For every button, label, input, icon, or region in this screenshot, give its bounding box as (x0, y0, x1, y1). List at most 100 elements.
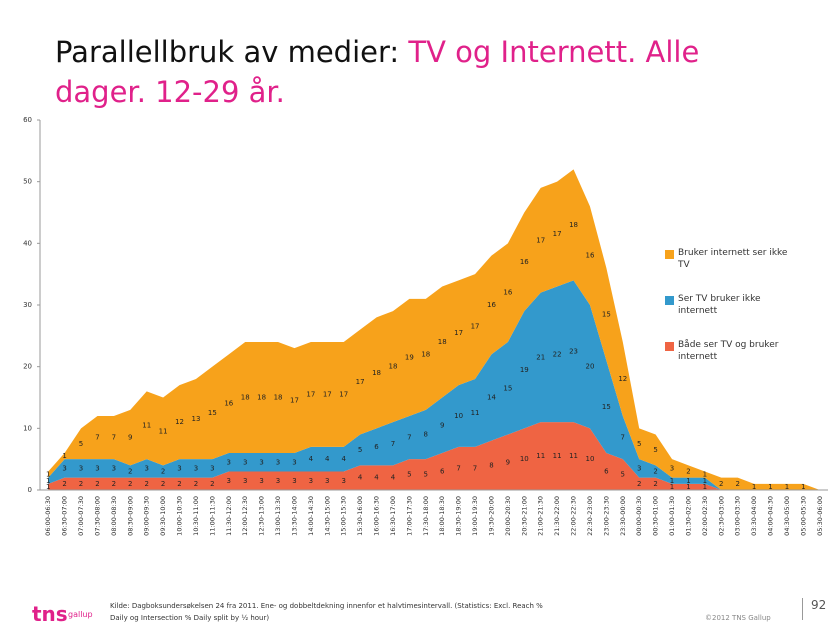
x-tick-label: 13:30-14:00 (290, 496, 298, 536)
data-label: 16 (487, 301, 496, 309)
data-label: 18 (241, 394, 250, 402)
data-label: 1 (785, 483, 789, 491)
x-tick-label: 08:00-08:30 (110, 496, 118, 536)
data-label: 4 (309, 455, 314, 463)
logo: tns (32, 602, 68, 626)
data-label: 1 (686, 477, 690, 485)
data-label: 3 (243, 477, 247, 485)
data-label: 7 (473, 464, 477, 472)
data-label: 3 (325, 477, 329, 485)
x-tick-label: 14:00-14:30 (307, 496, 315, 536)
x-tick-label: 11:00-11:30 (208, 496, 216, 536)
data-label: 11 (536, 452, 545, 460)
data-label: 3 (292, 477, 296, 485)
data-label: 2 (177, 480, 181, 488)
data-label: 18 (257, 394, 266, 402)
area (48, 169, 820, 491)
copyright: ©2012 TNS Gallup (705, 614, 771, 622)
y-tick-label: 60 (23, 116, 32, 124)
legend-label: Både ser TV og bruker internett (678, 340, 779, 362)
data-label: 17 (323, 390, 332, 398)
data-label: 17 (339, 390, 348, 398)
x-tick-label: 19:30-20:00 (487, 496, 495, 536)
data-label: 12 (618, 375, 627, 383)
data-label: 3 (259, 458, 263, 466)
y-tick-label: 30 (23, 301, 32, 309)
data-label: 16 (585, 252, 594, 260)
data-label: 17 (471, 323, 480, 331)
data-label: 3 (194, 464, 198, 472)
data-label: 1 (752, 483, 756, 491)
x-tick-label: 00:30-01:00 (652, 496, 660, 536)
data-label: 5 (407, 471, 411, 479)
data-label: 1 (703, 471, 707, 479)
data-label: 18 (388, 363, 397, 371)
x-tick-label: 15:00-15:30 (340, 496, 348, 536)
data-label: 1 (670, 477, 674, 485)
data-label: 3 (144, 464, 148, 472)
x-tick-label: 18:00-18:30 (438, 496, 446, 536)
x-tick-label: 03:30-04:00 (750, 496, 758, 536)
legend-swatch (665, 250, 674, 259)
data-label: 11 (142, 421, 151, 429)
source: Kilde: Dagboksundersøkelsen 24 fra 2011.… (110, 602, 543, 622)
x-tick-label: 22:00-22:30 (570, 496, 578, 536)
data-label: 8 (489, 461, 493, 469)
data-label: 2 (637, 480, 641, 488)
data-label: 7 (391, 440, 395, 448)
data-label: 1 (46, 483, 50, 491)
x-tick-label: 15:30-16:00 (356, 496, 364, 536)
x-tick-label: 14:30-15:00 (323, 496, 331, 536)
data-label: 2 (686, 468, 690, 476)
data-label: 1 (46, 477, 50, 485)
data-label: 3 (177, 464, 181, 472)
data-label: 10 (520, 455, 529, 463)
data-label: 17 (290, 397, 299, 405)
data-label: 2 (112, 480, 116, 488)
data-label: 1 (46, 471, 50, 479)
title-rest: TV og Internett. Alle dager. 12-29 år. (55, 35, 700, 109)
x-tick-label: 12:30-13:00 (258, 496, 266, 536)
data-label: 2 (719, 480, 723, 488)
data-label: 3 (637, 464, 641, 472)
data-label: 3 (227, 458, 231, 466)
data-label: 2 (144, 480, 148, 488)
data-label: 6 (440, 468, 445, 476)
title-lead: Parallellbruk av medier: (55, 35, 400, 69)
x-tick-label: 07:00-07:30 (77, 496, 85, 536)
x-tick-label: 16:00-16:30 (373, 496, 381, 536)
data-label: 17 (306, 390, 315, 398)
data-label: 14 (487, 394, 496, 402)
data-label: 16 (224, 400, 233, 408)
data-label: 16 (503, 289, 512, 297)
data-label: 3 (79, 464, 83, 472)
data-label: 11 (471, 409, 480, 417)
data-label: 18 (274, 394, 283, 402)
data-label: 15 (602, 310, 611, 318)
legend-swatch (665, 342, 674, 351)
data-label: 5 (358, 446, 362, 454)
data-label: 18 (569, 221, 578, 229)
data-label: 19 (405, 353, 414, 361)
x-tick-label: 19:00-19:30 (471, 496, 479, 536)
data-label: 7 (95, 434, 99, 442)
y-tick-label: 10 (23, 424, 32, 432)
x-tick-label: 03:00-03:30 (734, 496, 742, 536)
data-label: 9 (506, 458, 510, 466)
x-tick-label: 01:30-02:00 (684, 496, 692, 536)
data-label: 7 (621, 434, 625, 442)
y-tick-label: 0 (28, 486, 32, 494)
legend-swatch (665, 296, 674, 305)
x-tick-label: 20:00-20:30 (504, 496, 512, 536)
data-label: 2 (653, 480, 657, 488)
x-tick-label: 02:00-02:30 (701, 496, 709, 536)
data-label: 2 (653, 468, 657, 476)
data-label: 2 (95, 480, 99, 488)
data-label: 1 (670, 483, 674, 491)
x-tick-label: 21:30-22:00 (553, 496, 561, 536)
data-label: 6 (604, 468, 609, 476)
x-tick-label: 06:30-07:00 (61, 496, 69, 536)
x-tick-label: 23:00-23:30 (602, 496, 610, 536)
x-tick-label: 06:00-06:30 (44, 496, 52, 536)
data-label: 5 (653, 446, 657, 454)
